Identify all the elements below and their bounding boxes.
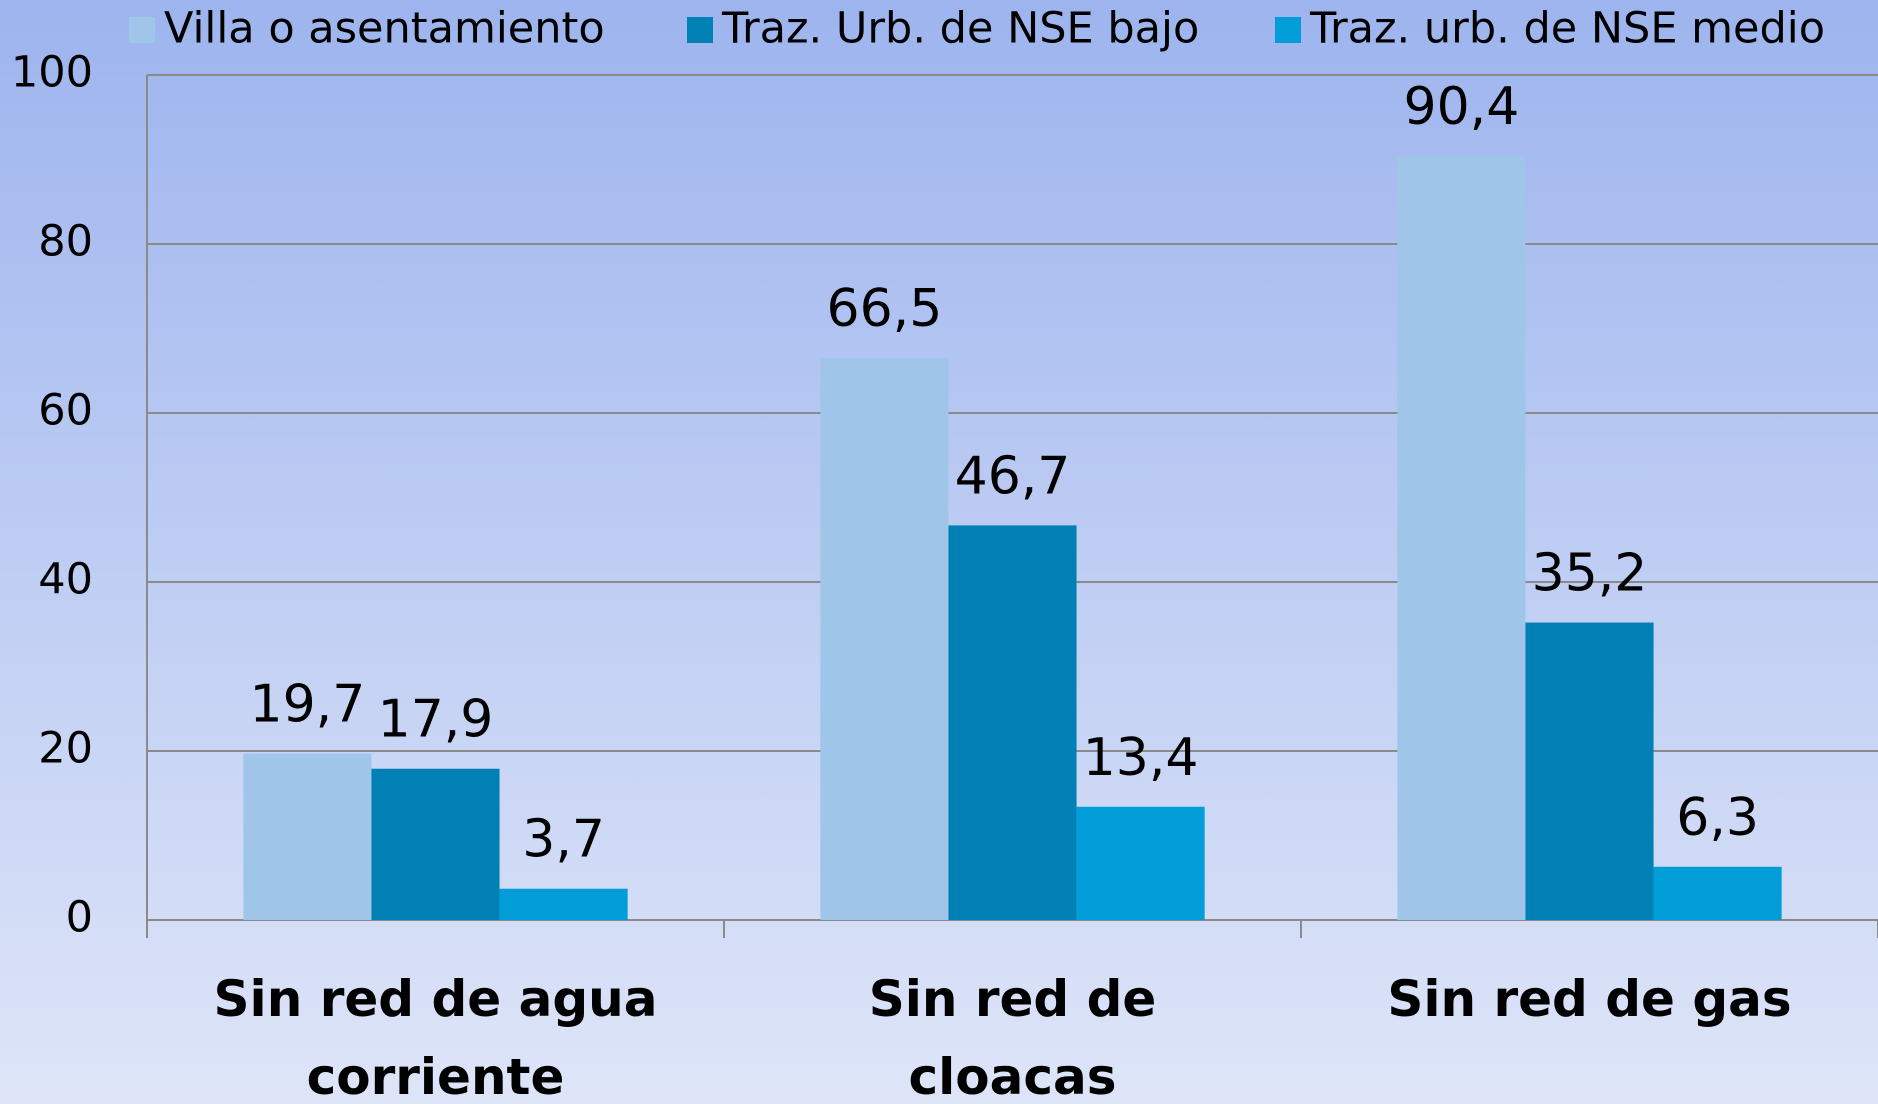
value-label: 35,2	[1532, 544, 1648, 604]
legend-label: Traz. urb. de NSE medio	[1309, 4, 1825, 54]
value-label: 6,3	[1676, 788, 1759, 848]
x-tick-label: Sin red de gas	[1387, 970, 1791, 1028]
x-tick-label: Sin red de cloacas	[869, 970, 1157, 1104]
x-tick-label-line: Sin red de	[869, 970, 1157, 1028]
x-tick-label: Sin red de agua corriente	[214, 970, 658, 1104]
legend-swatch	[687, 17, 713, 43]
bar	[1525, 622, 1654, 920]
legend-swatch	[1275, 17, 1301, 43]
y-tick-label: 100	[11, 48, 93, 98]
bar	[243, 753, 372, 920]
x-tick-label-line: corriente	[307, 1048, 565, 1104]
bar	[499, 888, 628, 920]
bar	[820, 358, 949, 920]
bar	[371, 768, 500, 920]
value-label: 66,5	[827, 279, 943, 339]
value-label: 13,4	[1083, 728, 1199, 788]
value-label: 3,7	[522, 810, 605, 870]
value-label: 46,7	[955, 446, 1071, 506]
value-label: 19,7	[250, 675, 366, 735]
x-tick-label-line: cloacas	[908, 1048, 1116, 1104]
legend-label: Traz. Urb. de NSE bajo	[721, 4, 1199, 54]
y-tick-label: 20	[38, 724, 93, 774]
legend-swatch	[129, 17, 155, 43]
x-tick-label-line: Sin red de gas	[1387, 970, 1791, 1028]
value-label: 90,4	[1404, 77, 1520, 137]
x-tick-label-line: Sin red de agua	[214, 970, 658, 1028]
bar	[1653, 866, 1782, 920]
bar	[948, 525, 1077, 920]
legend-label: Villa o asentamiento	[164, 4, 605, 54]
y-tick-label: 40	[38, 555, 93, 605]
bar	[1076, 806, 1205, 920]
bar	[1397, 156, 1526, 920]
y-tick-label: 0	[66, 893, 93, 943]
y-tick-label: 80	[38, 217, 93, 267]
y-tick-label: 60	[38, 386, 93, 436]
value-label: 17,9	[378, 690, 494, 750]
